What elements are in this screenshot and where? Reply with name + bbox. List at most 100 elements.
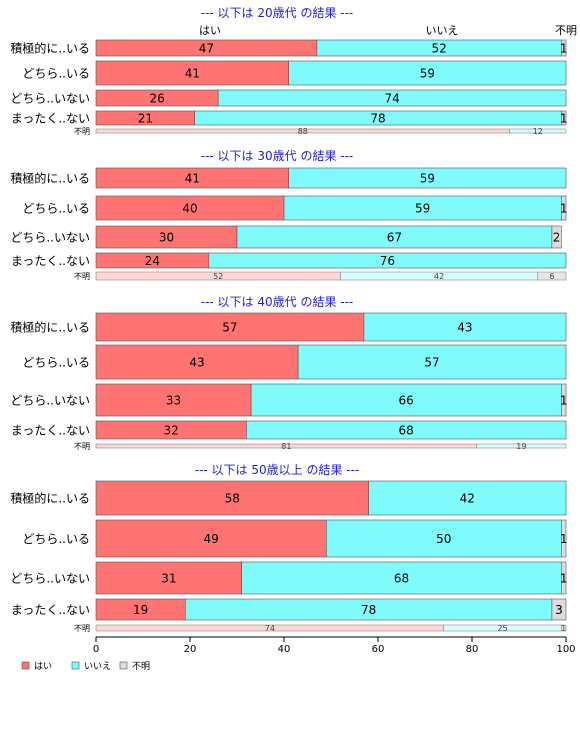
- row-label: 積極的に..いる: [10, 491, 90, 506]
- panel-title: --- 以下は 20歳代 の結果 ---: [201, 6, 354, 20]
- unknown-bar-segment: [509, 128, 567, 134]
- bar-value-label: 41: [185, 172, 200, 186]
- bar-value-label: 57: [222, 321, 237, 335]
- unknown-value-label: 19: [516, 442, 526, 451]
- bar-value-label: 66: [399, 394, 414, 408]
- unknown-row-label: 不明: [74, 624, 90, 633]
- bar-value-label: 68: [399, 424, 414, 438]
- row-label: まったく..ない: [11, 254, 90, 268]
- header-label-unknown: 不明: [555, 24, 577, 37]
- unknown-bar-segment: [476, 443, 567, 449]
- header-label-no: いいえ: [426, 24, 459, 37]
- bar-segment: [217, 89, 567, 107]
- unknown-value-label: 6: [549, 272, 554, 281]
- bar-segment: [95, 344, 299, 380]
- bar-value-label: 41: [185, 67, 200, 81]
- bar-value-label: 31: [161, 572, 176, 586]
- bar-segment: [560, 39, 567, 57]
- row-label: 積極的に..いる: [10, 320, 90, 335]
- bar-value-label: 59: [420, 172, 435, 186]
- bar-segment: [551, 598, 567, 621]
- bar-value-label: 74: [384, 92, 399, 106]
- bar-segment: [560, 383, 567, 417]
- bar-segment: [368, 480, 567, 516]
- row-label: まったく..ない: [11, 112, 90, 126]
- bar-value-label: 33: [166, 394, 181, 408]
- bar-value-label: 76: [380, 254, 395, 268]
- row-label: どちら..いない: [10, 394, 90, 408]
- unknown-row-label: 不明: [74, 272, 90, 281]
- bar-value-label: 59: [415, 202, 430, 216]
- bar-value-label: 3: [555, 603, 563, 617]
- bar-segment: [95, 561, 242, 595]
- bar-segment: [288, 167, 567, 189]
- legend-swatch: [21, 661, 30, 670]
- row-label: どちら..いない: [10, 231, 90, 245]
- bar-value-label: 52: [431, 42, 446, 56]
- bar-segment: [208, 252, 567, 269]
- bar-segment: [551, 225, 562, 249]
- bar-segment: [560, 195, 567, 221]
- row-label: 積極的に..いる: [10, 41, 90, 56]
- unknown-value-label: 42: [434, 272, 444, 281]
- bar-value-label: 43: [457, 321, 472, 335]
- bar-segment: [325, 519, 562, 558]
- bar-value-label: 78: [370, 112, 385, 126]
- row-label: どちら..いる: [22, 356, 90, 370]
- bar-segment: [95, 312, 365, 342]
- bar-segment: [95, 195, 285, 221]
- bar-value-label: 43: [189, 356, 204, 370]
- bar-segment: [363, 312, 567, 342]
- unknown-bar-segment: [537, 271, 567, 281]
- bar-value-label: 50: [436, 532, 451, 546]
- bar-segment: [560, 561, 567, 595]
- bar-segment: [95, 480, 369, 516]
- bar-value-label: 59: [420, 67, 435, 81]
- bar-segment: [95, 383, 252, 417]
- bar-value-label: 40: [182, 202, 197, 216]
- panel-title: --- 以下は 50歳以上 の結果 ---: [195, 463, 360, 477]
- row-label: どちら..いる: [22, 202, 90, 216]
- bar-value-label: 57: [424, 356, 439, 370]
- row-label: どちら..いない: [10, 92, 90, 106]
- bar-value-label: 67: [387, 231, 402, 245]
- row-label: まったく..ない: [11, 603, 90, 617]
- bar-value-label: 21: [138, 112, 153, 126]
- legend-swatch: [71, 661, 80, 670]
- bar-value-label: 47: [199, 42, 214, 56]
- unknown-value-label: 12: [533, 127, 543, 136]
- legend-label: 不明: [132, 661, 150, 672]
- bar-segment: [288, 60, 567, 86]
- legend-label: いいえ: [84, 661, 111, 672]
- bar-value-label: 58: [225, 492, 240, 506]
- header-label-yes: はい: [199, 24, 221, 37]
- bar-segment: [250, 383, 562, 417]
- x-axis-tick-label: 60: [372, 644, 385, 655]
- x-axis-tick-label: 0: [93, 644, 99, 655]
- row-label: どちら..いる: [22, 532, 90, 546]
- unknown-value-label: 88: [298, 127, 308, 136]
- unknown-value-label: 25: [497, 624, 507, 633]
- bar-value-label: 78: [361, 603, 376, 617]
- unknown-value-label: 81: [281, 442, 291, 451]
- x-axis-tick-label: 80: [466, 644, 479, 655]
- bar-value-label: 19: [133, 603, 148, 617]
- bar-segment: [560, 519, 567, 558]
- x-axis-tick-label: 20: [184, 644, 197, 655]
- row-label: どちら..いる: [22, 67, 90, 81]
- unknown-bar-segment: [561, 624, 567, 632]
- panel-title: --- 以下は 40歳代 の結果 ---: [201, 295, 354, 309]
- x-axis-tick-label: 40: [278, 644, 291, 655]
- row-label: まったく..ない: [11, 424, 90, 438]
- bar-value-label: 1: [560, 572, 568, 586]
- unknown-row-label: 不明: [74, 127, 90, 136]
- bar-value-label: 1: [560, 112, 568, 126]
- bar-value-label: 2: [553, 231, 561, 245]
- bar-value-label: 24: [145, 254, 160, 268]
- bar-value-label: 1: [560, 532, 568, 546]
- bar-segment: [246, 420, 567, 440]
- row-label: 積極的に..いる: [10, 171, 90, 186]
- unknown-value-label: 52: [213, 272, 223, 281]
